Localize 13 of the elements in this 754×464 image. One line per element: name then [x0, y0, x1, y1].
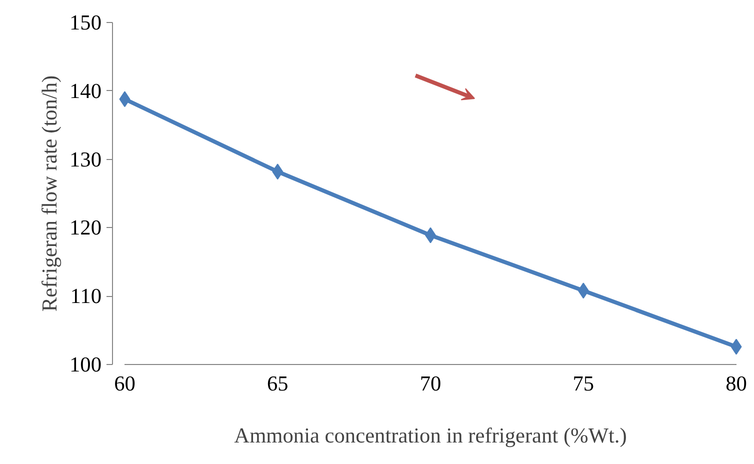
x-tick-label: 75	[572, 372, 594, 396]
y-tick-label: 100	[70, 352, 102, 376]
y-tick-label: 130	[70, 147, 102, 172]
x-tick-label: 80	[726, 372, 747, 396]
y-tick-label: 140	[70, 78, 102, 103]
y-tick-label: 150	[70, 10, 102, 34]
y-axis-title: Refrigeran flow rate (ton/h)	[38, 75, 62, 312]
x-tick-label: 70	[420, 372, 442, 396]
x-axis-title: Ammonia concentration in refrigerant (%Wt.)	[234, 424, 627, 448]
y-tick-label: 110	[70, 284, 102, 308]
y-tick-label: 120	[70, 216, 102, 240]
x-tick-label: 60	[114, 372, 136, 396]
x-tick-label: 65	[266, 372, 288, 396]
